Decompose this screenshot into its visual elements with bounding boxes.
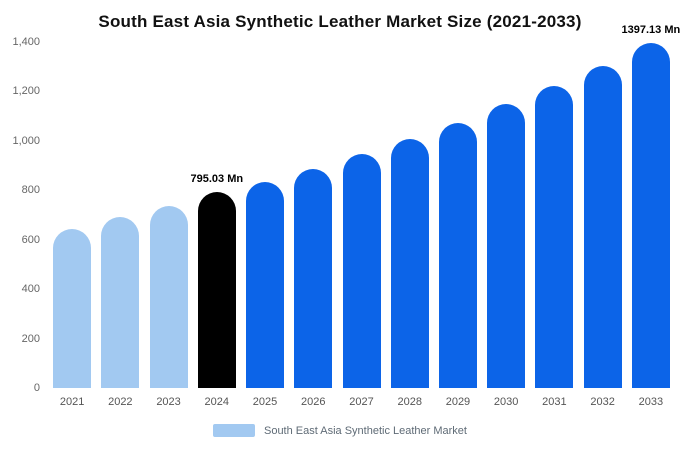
y-axis-tick-label: 1,200 <box>12 85 40 98</box>
bar-2032[interactable] <box>583 66 622 388</box>
y-axis-tick-label: 600 <box>21 233 40 246</box>
x-axis-label: 2028 <box>397 396 422 408</box>
x-axis-label: 2025 <box>252 396 278 408</box>
x-axis-label: 2022 <box>108 396 133 408</box>
bar-value-label: 1397.13 Mn <box>621 23 680 36</box>
x-axis-label: 2021 <box>59 396 85 408</box>
bar-value-label: 795.03 Mn <box>190 172 244 185</box>
x-axis-label: 2031 <box>542 396 567 408</box>
bar-2033[interactable] <box>631 42 670 388</box>
y-axis: 0 200 400 600 800 1,000 1,200 1,400 <box>0 36 40 394</box>
legend-swatch <box>212 424 255 437</box>
y-axis-tick-label: 1,000 <box>12 134 40 147</box>
y-axis-tick-label: 0 <box>33 382 40 394</box>
plot-area: 795.03 Mn 1397.13 Mn <box>48 24 680 388</box>
bar-2022[interactable] <box>101 216 140 388</box>
x-axis-label: 2024 <box>204 396 230 408</box>
x-axis: 2021 2022 2023 2024 2025 2026 2027 2028 2029 2030… <box>48 396 675 412</box>
bar-2028[interactable] <box>390 138 429 388</box>
bar-2025[interactable] <box>246 182 285 388</box>
y-axis-tick-label: 800 <box>21 184 40 197</box>
bar-2031[interactable] <box>535 86 574 388</box>
y-axis-tick-label: 400 <box>21 283 40 296</box>
bar-2024[interactable] <box>197 191 236 388</box>
bar-2023[interactable] <box>149 205 188 388</box>
bar-2026[interactable] <box>294 168 333 388</box>
x-axis-label: 2023 <box>156 396 181 408</box>
x-axis-label: 2030 <box>493 396 519 408</box>
x-axis-label: 2027 <box>349 396 374 408</box>
bar-2030[interactable] <box>487 104 526 388</box>
legend: South East Asia Synthetic Leather Market <box>0 424 680 437</box>
x-axis-label: 2033 <box>638 396 664 408</box>
y-axis-tick-label: 1,400 <box>12 36 40 48</box>
x-axis-label: 2026 <box>301 396 326 408</box>
x-axis-label: 2029 <box>445 396 471 408</box>
bar-2021[interactable] <box>53 228 92 388</box>
legend-label: South East Asia Synthetic Leather Market <box>263 424 467 437</box>
chart-title: South East Asia Synthetic Leather Market… <box>98 12 582 31</box>
x-axis-label: 2032 <box>590 396 615 408</box>
bar-2029[interactable] <box>438 123 477 388</box>
bar-2027[interactable] <box>342 154 381 388</box>
y-axis-tick-label: 200 <box>21 332 40 345</box>
